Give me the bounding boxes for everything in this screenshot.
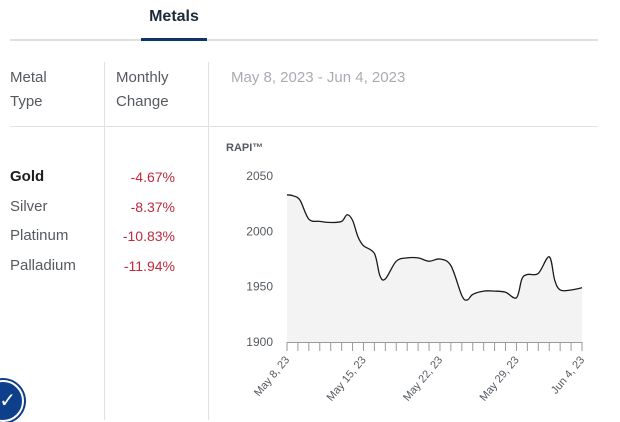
- area-fill: [287, 194, 582, 342]
- y-tick-label: 2050: [246, 169, 273, 183]
- header-divider: [10, 126, 598, 127]
- active-tab-indicator: [141, 38, 207, 41]
- x-tick-label: Jun 4, 23: [549, 354, 587, 396]
- y-tick-label: 1950: [246, 280, 273, 294]
- metal-name-platinum: Platinum: [10, 227, 69, 244]
- x-tick-label: May 8, 23: [252, 354, 292, 399]
- column-header-metal-type: Metal Type: [10, 69, 47, 110]
- chart-title: RAPI™: [226, 142, 264, 154]
- date-range-label: May 8, 2023 - Jun 4, 2023: [231, 69, 406, 86]
- monthly-change-platinum: -10.83%: [122, 228, 175, 244]
- accessibility-icon[interactable]: ✓: [0, 380, 24, 422]
- metal-name-palladium: Palladium: [10, 257, 76, 274]
- tab-metals[interactable]: Metals: [149, 8, 199, 25]
- metal-name-silver: Silver: [10, 198, 48, 215]
- x-tick-label: May 29, 23: [478, 354, 522, 403]
- monthly-change-gold: -4.67%: [130, 169, 175, 185]
- column-divider: [208, 62, 209, 420]
- monthly-change-palladium: -11.94%: [123, 258, 175, 274]
- column-divider: [104, 62, 105, 420]
- monthly-change-silver: -8.37%: [130, 199, 175, 215]
- metal-name-gold: Gold: [10, 168, 45, 185]
- tab-divider: [10, 39, 598, 41]
- series-line-rapi: [286, 194, 583, 301]
- y-tick-label: 1900: [246, 335, 273, 349]
- y-tick-label: 2000: [246, 224, 273, 238]
- x-tick-label: May 22, 23: [401, 354, 445, 403]
- column-header-monthly-change: Monthly Change: [116, 69, 169, 110]
- x-tick-label: May 15, 23: [325, 354, 369, 403]
